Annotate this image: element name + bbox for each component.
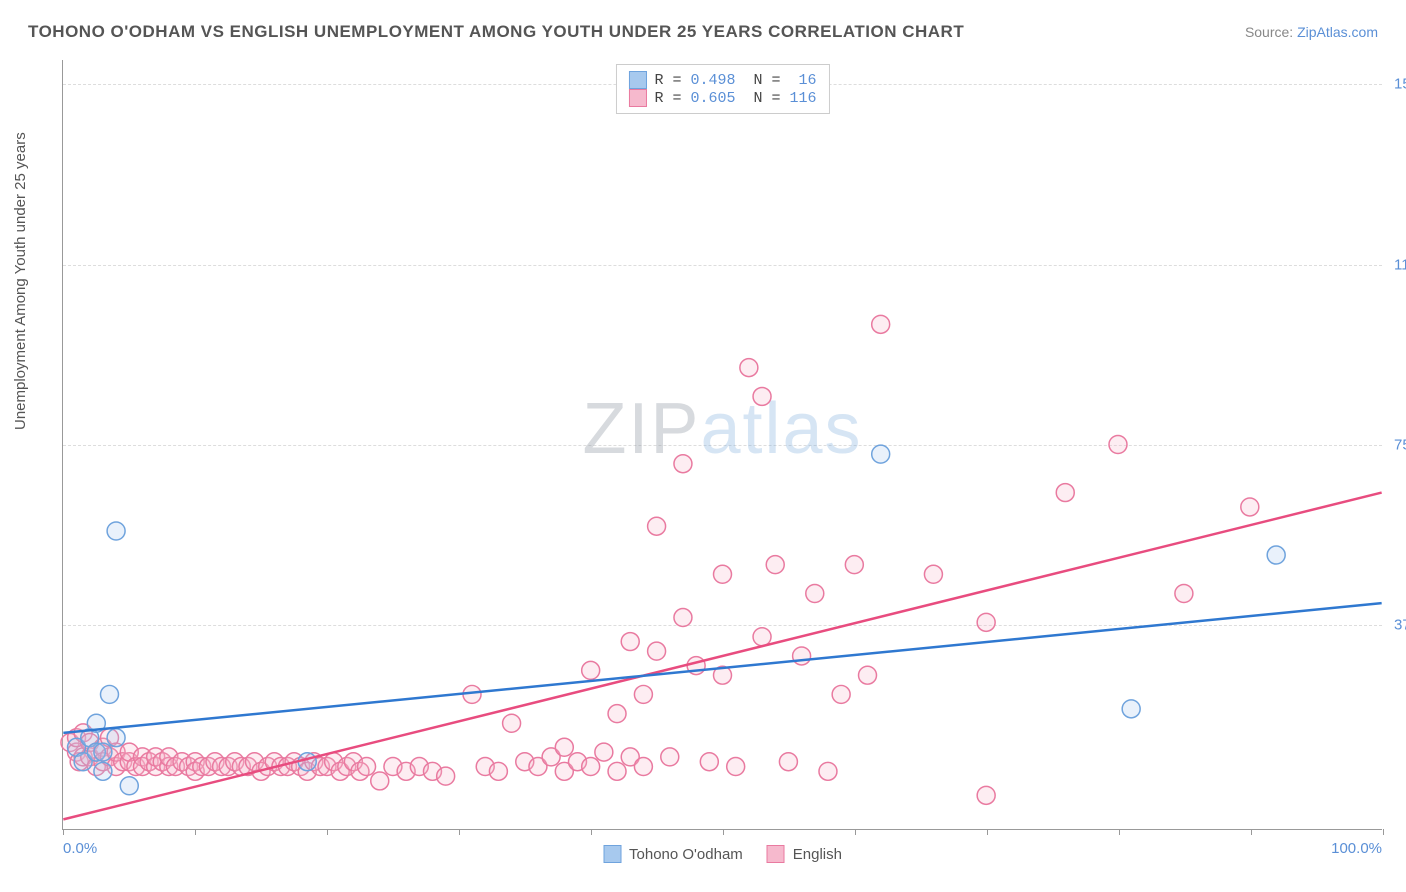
data-point-english xyxy=(371,772,389,790)
x-tick xyxy=(1251,829,1252,835)
legend-swatch-english-icon xyxy=(767,845,785,863)
y-tick-label: 150.0% xyxy=(1386,76,1406,93)
data-point-english xyxy=(753,628,771,646)
y-tick-label: 75.0% xyxy=(1386,437,1406,454)
data-point-english xyxy=(595,743,613,761)
data-point-english xyxy=(489,762,507,780)
data-point-english xyxy=(714,565,732,583)
x-tick xyxy=(1383,829,1384,835)
source-link[interactable]: ZipAtlas.com xyxy=(1297,24,1378,40)
x-tick xyxy=(195,829,196,835)
data-point-english xyxy=(674,609,692,627)
data-point-tohono xyxy=(872,445,890,463)
x-tick xyxy=(987,829,988,835)
regression-line-tohono xyxy=(63,603,1381,733)
regression-line-english xyxy=(63,493,1381,820)
series-legend: Tohono O'odham English xyxy=(603,845,842,863)
data-point-english xyxy=(859,666,877,684)
data-point-english xyxy=(582,661,600,679)
data-point-english xyxy=(1175,585,1193,603)
data-point-english xyxy=(648,642,666,660)
data-point-english xyxy=(793,647,811,665)
data-point-english xyxy=(766,556,784,574)
legend-swatch-english xyxy=(628,89,646,107)
data-point-english xyxy=(555,738,573,756)
correlation-legend: R = 0.498 N = 16 R = 0.605 N = 116 xyxy=(615,64,829,114)
data-point-english xyxy=(661,748,679,766)
data-point-english xyxy=(819,762,837,780)
x-tick xyxy=(327,829,328,835)
data-point-english xyxy=(779,753,797,771)
data-point-tohono xyxy=(107,522,125,540)
source-label: Source: xyxy=(1245,24,1297,40)
x-tick xyxy=(63,829,64,835)
data-point-english xyxy=(700,753,718,771)
data-point-english xyxy=(648,517,666,535)
y-axis-label: Unemployment Among Youth under 25 years xyxy=(12,132,29,430)
x-tick-label-min: 0.0% xyxy=(63,840,97,857)
data-point-english xyxy=(674,455,692,473)
x-tick-label-max: 100.0% xyxy=(1331,840,1382,857)
chart-title: TOHONO O'ODHAM VS ENGLISH UNEMPLOYMENT A… xyxy=(28,22,964,42)
data-point-english xyxy=(358,758,376,776)
data-point-english xyxy=(872,315,890,333)
data-point-english xyxy=(753,387,771,405)
data-point-english xyxy=(806,585,824,603)
data-point-english xyxy=(634,685,652,703)
data-point-english xyxy=(977,613,995,631)
data-point-english xyxy=(608,705,626,723)
x-tick xyxy=(723,829,724,835)
source-credit: Source: ZipAtlas.com xyxy=(1245,24,1378,40)
data-point-english xyxy=(634,758,652,776)
legend-swatch-tohono xyxy=(628,71,646,89)
data-point-tohono xyxy=(101,685,119,703)
data-point-english xyxy=(1241,498,1259,516)
legend-item-english: English xyxy=(767,845,842,863)
legend-swatch-tohono-icon xyxy=(603,845,621,863)
legend-label-english: English xyxy=(793,846,842,863)
data-point-english xyxy=(608,762,626,780)
x-tick xyxy=(1119,829,1120,835)
y-tick-label: 112.5% xyxy=(1386,256,1406,273)
data-point-english xyxy=(1056,484,1074,502)
data-point-english xyxy=(845,556,863,574)
data-point-english xyxy=(924,565,942,583)
data-point-tohono xyxy=(107,729,125,747)
data-point-english xyxy=(832,685,850,703)
data-point-english xyxy=(437,767,455,785)
chart-plot-area: ZIPatlas R = 0.498 N = 16 R = 0.605 N = … xyxy=(62,60,1382,830)
data-point-english xyxy=(727,758,745,776)
data-point-tohono xyxy=(1267,546,1285,564)
data-point-tohono xyxy=(120,777,138,795)
data-point-english xyxy=(503,714,521,732)
data-point-tohono xyxy=(94,762,112,780)
data-point-english xyxy=(621,633,639,651)
legend-item-tohono: Tohono O'odham xyxy=(603,845,743,863)
data-point-english xyxy=(977,786,995,804)
data-point-tohono xyxy=(1122,700,1140,718)
data-point-tohono xyxy=(94,743,112,761)
scatter-svg xyxy=(63,60,1382,829)
data-point-english xyxy=(582,758,600,776)
data-point-english xyxy=(1109,436,1127,454)
data-point-english xyxy=(740,359,758,377)
legend-row-english: R = 0.605 N = 116 xyxy=(628,89,816,107)
x-tick xyxy=(591,829,592,835)
legend-row-tohono: R = 0.498 N = 16 xyxy=(628,71,816,89)
x-tick xyxy=(459,829,460,835)
x-tick xyxy=(855,829,856,835)
legend-label-tohono: Tohono O'odham xyxy=(629,846,743,863)
y-tick-label: 37.5% xyxy=(1386,617,1406,634)
